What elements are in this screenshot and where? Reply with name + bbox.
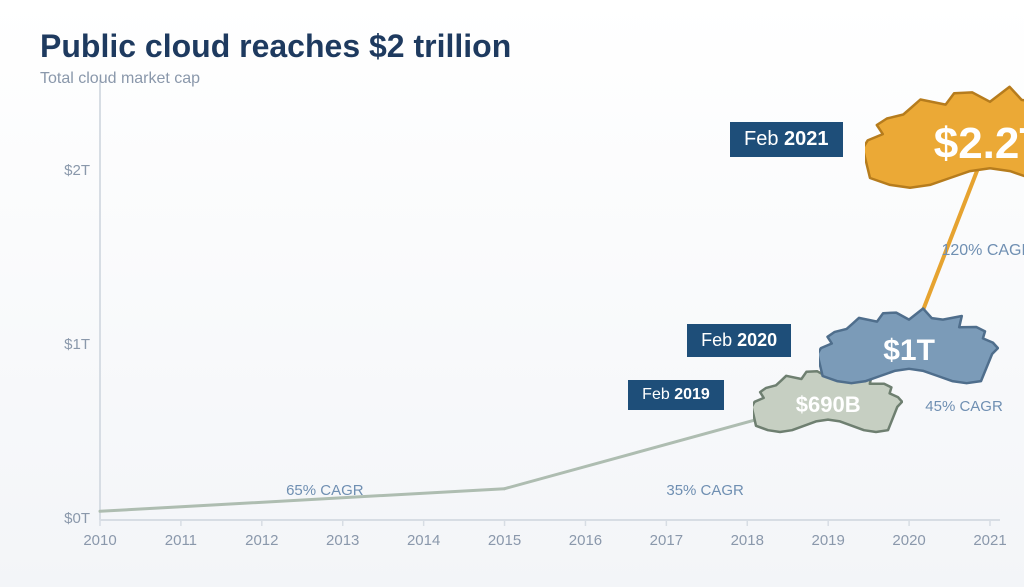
cagr-label: 45% CAGR <box>925 398 1003 415</box>
cagr-label: 120% CAGR <box>941 242 1024 260</box>
x-tick-label: 2011 <box>151 532 211 549</box>
x-tick-label: 2012 <box>232 532 292 549</box>
x-tick-label: 2019 <box>798 532 858 549</box>
x-tick-label: 2020 <box>879 532 939 549</box>
cloud-value: $2.2T <box>865 119 1024 169</box>
date-year: 2021 <box>784 128 829 150</box>
x-tick-label: 2010 <box>70 532 130 549</box>
x-tick-label: 2018 <box>717 532 777 549</box>
cagr-label: 65% CAGR <box>286 482 364 499</box>
date-prefix: Feb <box>744 128 784 150</box>
cagr-label: 35% CAGR <box>666 482 744 499</box>
x-tick-label: 2017 <box>636 532 696 549</box>
y-tick-label: $0T <box>30 510 90 527</box>
x-tick-label: 2014 <box>394 532 454 549</box>
date-year: 2020 <box>737 330 777 350</box>
chart-title: Public cloud reaches $2 trillion <box>40 28 511 65</box>
cloud-c2021: $2.2T <box>865 70 1024 205</box>
x-tick-label: 2021 <box>960 532 1020 549</box>
y-tick-label: $1T <box>30 336 90 353</box>
date-prefix: Feb <box>701 330 737 350</box>
cloud-value: $1T <box>819 334 999 368</box>
chart-root: { "title": { "text": "Public cloud reach… <box>0 0 1024 587</box>
x-tick-label: 2015 <box>475 532 535 549</box>
date-prefix: Feb <box>642 386 674 403</box>
date-label-c2020: Feb 2020 <box>687 324 791 357</box>
chart-subtitle: Total cloud market cap <box>40 70 200 88</box>
cloud-c2020: $1T <box>819 296 999 396</box>
x-tick-label: 2016 <box>555 532 615 549</box>
x-tick-label: 2013 <box>313 532 373 549</box>
date-year: 2019 <box>674 386 710 403</box>
date-label-c2021: Feb 2021 <box>730 122 843 157</box>
date-label-c2019: Feb 2019 <box>628 380 724 410</box>
y-tick-label: $2T <box>30 162 90 179</box>
